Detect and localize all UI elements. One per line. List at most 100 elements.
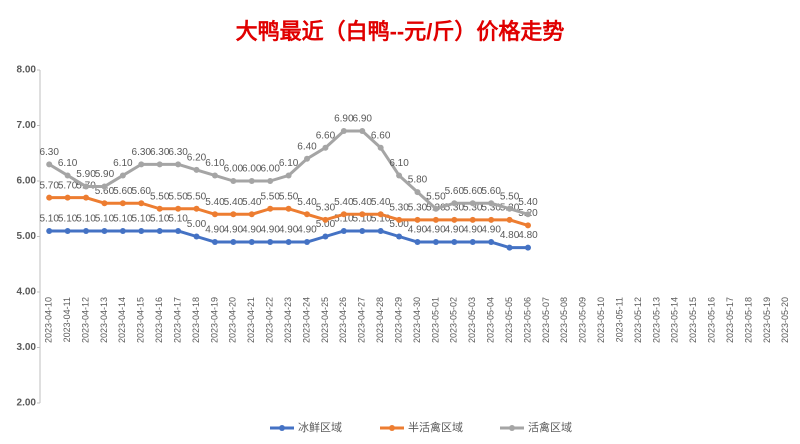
point [138,227,145,234]
data-label: 5.70 [58,180,78,191]
point [46,194,53,201]
point [377,211,384,218]
x-tick-label: 2023-05-18 [743,297,753,343]
point [506,216,513,223]
point [119,227,126,234]
x-tick-label: 2023-05-19 [762,297,772,343]
point [432,239,439,246]
point [119,172,126,179]
point [83,227,90,234]
data-label: 6.90 [353,114,373,125]
point [211,172,218,179]
point [248,211,255,218]
data-label: 5.30 [481,202,501,213]
point [469,239,476,246]
point [451,200,458,207]
point [46,161,53,168]
data-label: 6.00 [260,164,280,175]
x-tick-label: 2023-04-20 [228,297,238,343]
x-tick-label: 2023-04-18 [191,297,201,343]
data-label: 5.50 [150,191,170,202]
x-tick-label: 2023-05-06 [522,297,532,343]
data-label: 5.50 [260,191,280,202]
point [193,166,200,173]
data-label: 5.30 [463,202,483,213]
point [211,239,218,246]
point [506,244,513,251]
y-tick-label: 2.00 [17,398,37,409]
legend-marker [279,425,285,431]
point [396,233,403,240]
point [377,144,384,151]
data-label: 6.40 [297,141,317,152]
point [267,205,274,212]
x-tick-label: 2023-04-30 [412,297,422,343]
data-label: 6.20 [187,153,207,164]
point [138,200,145,207]
point [175,205,182,212]
x-tick-label: 2023-04-21 [246,297,256,343]
point [524,244,531,251]
x-tick-label: 2023-04-12 [80,297,90,343]
data-label: 5.40 [353,197,373,208]
data-label: 5.80 [408,175,428,186]
x-tick-label: 2023-04-14 [117,297,127,343]
point [322,216,329,223]
data-label: 4.90 [279,225,299,236]
y-tick-label: 6.00 [17,176,37,187]
data-label: 5.50 [187,191,207,202]
point [156,227,163,234]
point [193,233,200,240]
x-tick-label: 2023-05-04 [486,297,496,343]
point [469,200,476,207]
data-label: 6.90 [334,114,354,125]
data-label: 4.80 [518,230,538,241]
data-label: 4.80 [500,230,520,241]
x-tick-label: 2023-04-16 [154,297,164,343]
data-label: 6.00 [224,164,244,175]
y-tick-label: 3.00 [17,342,37,353]
data-label: 6.30 [132,147,152,158]
point [119,200,126,207]
point [230,178,237,184]
point [469,216,476,223]
data-label: 5.40 [242,197,262,208]
point [414,189,421,196]
point [304,211,311,218]
x-tick-label: 2023-04-27 [357,297,367,343]
point [322,144,329,151]
point [248,178,255,184]
point [230,239,237,246]
data-label: 5.10 [150,214,170,225]
x-tick-label: 2023-05-10 [596,297,606,343]
data-label: 5.60 [445,186,465,197]
data-label: 5.30 [445,202,465,213]
point [506,205,513,212]
data-label: 4.90 [481,225,501,236]
x-tick-label: 2023-04-19 [209,297,219,343]
data-label: 4.90 [224,225,244,236]
legend-label: 冰鲜区域 [298,420,342,434]
x-tick-label: 2023-04-17 [172,297,182,343]
point [156,161,163,168]
x-tick-label: 2023-04-22 [265,297,275,343]
data-label: 5.10 [76,214,96,225]
point [451,239,458,246]
data-label: 5.40 [518,197,538,208]
x-tick-label: 2023-04-11 [62,297,72,342]
point [64,172,71,179]
data-label: 5.40 [371,197,391,208]
point [138,161,145,168]
point [432,216,439,223]
data-label: 5.50 [279,191,299,202]
point [396,216,403,223]
data-label: 5.50 [168,191,188,202]
data-label: 6.00 [242,164,262,175]
x-tick-label: 2023-05-12 [633,297,643,343]
data-label: 5.60 [113,186,133,197]
data-label: 5.30 [389,202,409,213]
point [524,222,531,229]
point [156,205,163,212]
point [285,205,292,212]
x-tick-label: 2023-04-25 [320,297,330,343]
